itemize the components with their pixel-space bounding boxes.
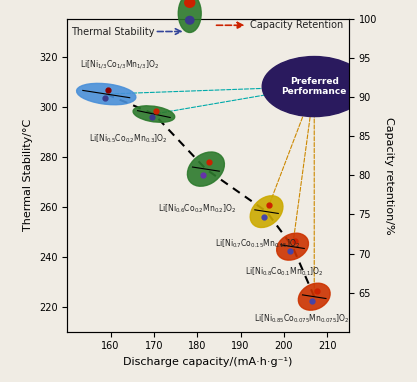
Text: Capacity Retention: Capacity Retention: [250, 20, 344, 30]
Circle shape: [262, 57, 366, 117]
Text: Thermal Stability: Thermal Stability: [71, 26, 155, 37]
Text: Li[Ni$_{0.6}$Co$_{0.2}$Mn$_{0.2}$]O$_2$: Li[Ni$_{0.6}$Co$_{0.2}$Mn$_{0.2}$]O$_2$: [158, 202, 237, 215]
Text: Preferred
Performance: Preferred Performance: [281, 77, 347, 96]
Ellipse shape: [298, 283, 330, 310]
X-axis label: Discharge capacity/(mA·h·g⁻¹): Discharge capacity/(mA·h·g⁻¹): [123, 357, 293, 367]
Ellipse shape: [133, 106, 175, 122]
Ellipse shape: [276, 233, 309, 260]
Text: Li[Ni$_{0.8}$Co$_{0.1}$Mn$_{0.1}$]O$_2$: Li[Ni$_{0.8}$Co$_{0.1}$Mn$_{0.1}$]O$_2$: [245, 265, 324, 278]
Y-axis label: Capacity retention/%: Capacity retention/%: [384, 117, 394, 234]
Ellipse shape: [250, 196, 283, 228]
Text: Li[Ni$_{1/3}$Co$_{1/3}$Mn$_{1/3}$]O$_2$: Li[Ni$_{1/3}$Co$_{1/3}$Mn$_{1/3}$]O$_2$: [80, 58, 160, 71]
Text: Li[Ni$_{0.5}$Co$_{0.2}$Mn$_{0.3}$]O$_2$: Li[Ni$_{0.5}$Co$_{0.2}$Mn$_{0.3}$]O$_2$: [89, 133, 168, 145]
Ellipse shape: [187, 152, 224, 186]
Y-axis label: Thermal Stability/°C: Thermal Stability/°C: [23, 119, 33, 231]
Text: Li[Ni$_{0.85}$Co$_{0.075}$Mn$_{0.075}$]O$_2$: Li[Ni$_{0.85}$Co$_{0.075}$Mn$_{0.075}$]O…: [254, 313, 349, 325]
Text: Li[Ni$_{0.7}$Co$_{0.15}$Mn$_{0.15}$]O$_2$: Li[Ni$_{0.7}$Co$_{0.15}$Mn$_{0.15}$]O$_2…: [215, 238, 300, 250]
Ellipse shape: [77, 83, 136, 105]
